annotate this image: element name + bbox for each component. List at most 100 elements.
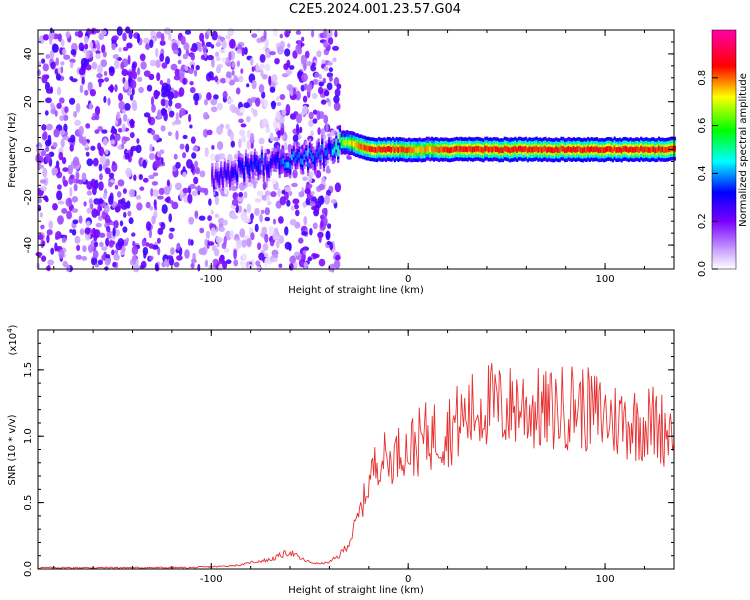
spectrogram-cell [264,207,270,216]
spectrogram-cell [190,53,195,61]
spectrogram-cell [360,143,363,150]
snr-x-tick-label: 0 [405,574,411,585]
spectrogram-cell [260,209,265,214]
spectrogram-cell [129,94,134,101]
spectrogram-cell [627,147,630,153]
spectrogram-cell [57,184,62,190]
spectrogram-cell [291,154,294,161]
spectrogram-cell [236,60,241,67]
spectrogram-cell [207,28,211,35]
spectrogram-cell [122,32,127,42]
spectrogram-cell [239,129,246,136]
spectrogram-cell [72,156,80,167]
spectrogram-cell [199,32,205,42]
spectrogram-cell [289,219,297,226]
spectrogram-cell [96,42,101,51]
spectrogram-cell [57,215,64,225]
spectrogram-cell [104,214,111,224]
spectrogram-cell [333,259,341,269]
spectrogram-cell [281,109,287,116]
spectrogram-cell [64,106,69,113]
spectrogram-cell [218,176,221,183]
spectrogram-cell [257,242,262,250]
spectrogram-cell [101,129,108,134]
spectrogram-cell [475,146,478,152]
spectrogram-cell [505,146,508,152]
spectrogram-cell [62,175,66,185]
spectrogram-cell [79,84,84,94]
spectrogram-cell [326,148,329,155]
spectrogram-cell [167,131,172,137]
spectrogram-cell [311,29,315,38]
spectrogram-cell [246,139,252,150]
spectrogram-cell [74,119,81,126]
spectrogram-cell [164,258,168,266]
spectrogram-cell [197,263,201,272]
spectrogram-cell [239,162,242,169]
spectrogram-cell [46,88,53,94]
spectrogram-cell [155,59,161,68]
spectrogram-cell [436,146,439,153]
spectrogram-cell [287,43,291,48]
spectrogram-cell [590,146,593,152]
spectrogram-cell [316,50,322,58]
spectrogram-cell [128,217,134,225]
spectrogram-y-tick-label: -40 [23,237,34,253]
spectrogram-cell [295,123,300,134]
spectrogram-cell [62,114,69,121]
spectrogram-cell [284,141,288,151]
spectrogram-cell [454,146,457,152]
spectrogram-cell [152,134,160,141]
spectrogram-cell [62,48,67,55]
spectrogram-cell [241,163,244,169]
spectrogram-cell [510,147,513,153]
spectrogram-cell [157,195,164,200]
spectrogram-cell [571,147,574,153]
spectrogram-cell [367,145,370,152]
spectrogram-cell [455,145,458,152]
spectrogram-cell [108,85,115,92]
spectrogram-cell [240,259,246,270]
spectrogram-cell [597,147,600,154]
spectrogram-cell [521,146,524,153]
spectrogram-cell [278,216,284,224]
colorbar-gradient [711,29,737,270]
spectrogram-y-axis-title: Frequency (Hz) [7,112,18,188]
spectrogram-cell [72,219,79,225]
spectrogram-cell [227,169,230,175]
spectrogram-cell [69,61,74,69]
spectrogram-cell [140,260,147,269]
spectrogram-cell [633,147,636,153]
spectrogram-cell [292,151,295,157]
spectrogram-cell [509,147,512,154]
spectrogram-cell [129,120,135,125]
spectrogram-cell [72,177,77,184]
spectrogram-cell [193,93,200,102]
snr-x-ticks: -100 0 100 [53,330,645,585]
spectrogram-cell [374,147,377,153]
spectrogram-cell [308,147,311,154]
spectrogram-cell [443,146,446,153]
spectrogram-cell [567,146,570,152]
spectrogram-cell [254,207,260,216]
spectrogram-cell [206,129,213,136]
spectrogram-cell [409,147,412,154]
spectrogram-cell [307,161,310,168]
spectrogram-cell [383,146,386,152]
spectrogram-cell [279,127,285,136]
spectrogram-cell [289,255,296,264]
spectrogram-cell [480,146,483,153]
spectrogram-x-tick-label: 0 [405,274,411,285]
spectrogram-cell [37,197,42,204]
spectrogram-cell [512,146,515,153]
spectrogram-cell [182,166,186,172]
spectrogram-cell [194,100,199,106]
spectrogram-cell [215,51,219,58]
spectrogram-cell [86,190,92,196]
spectrogram-cell [330,146,333,152]
spectrogram-cell [216,174,219,180]
spectrogram-cell [225,35,231,40]
spectrogram-cell [97,126,103,132]
spectrogram-cell [55,235,59,240]
spectrogram-cell [415,147,418,153]
